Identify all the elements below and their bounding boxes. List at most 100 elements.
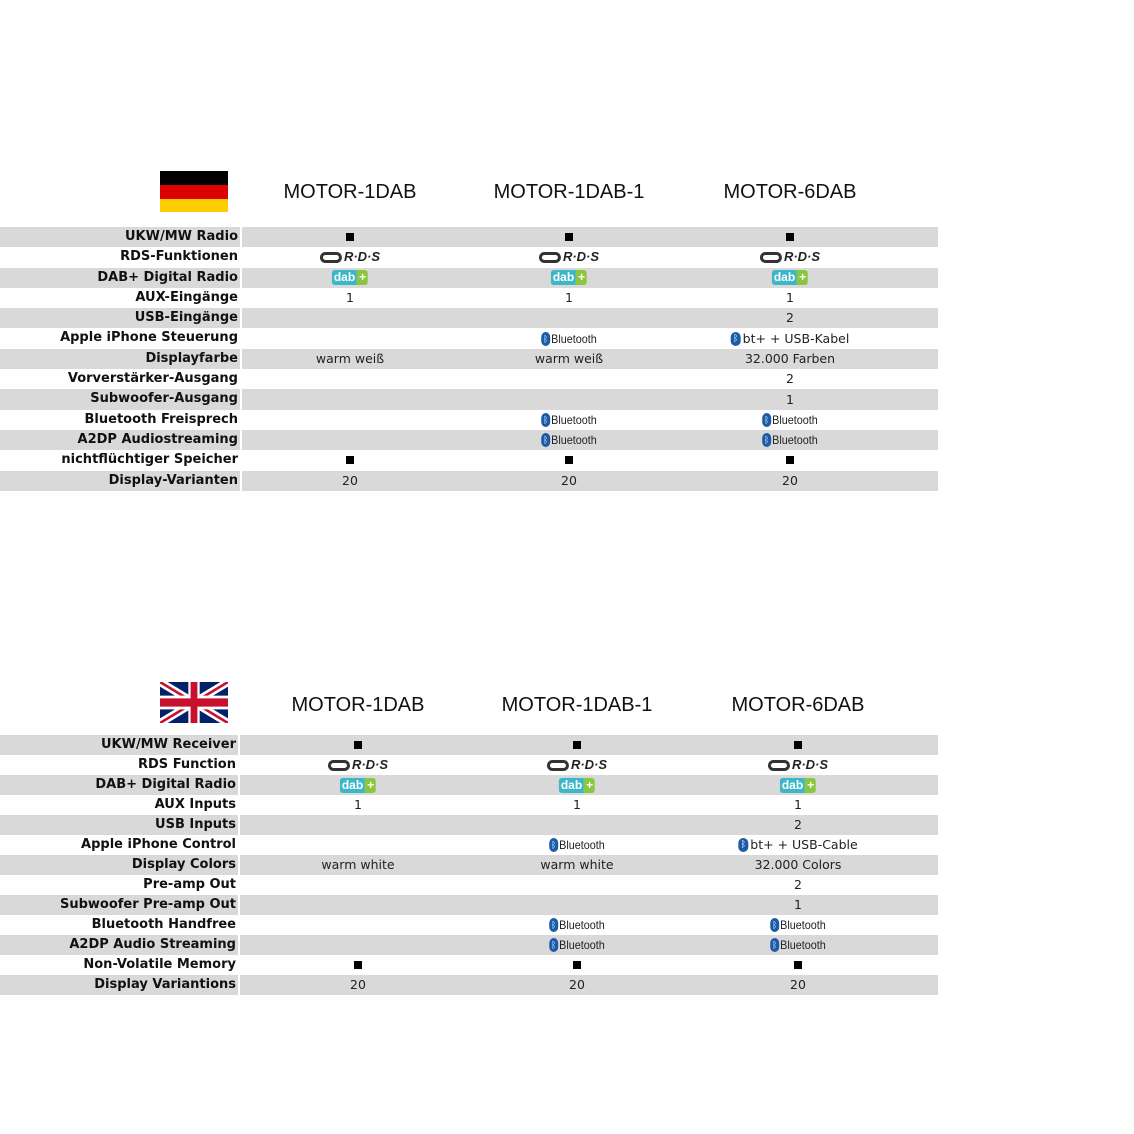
table-row: A2DP Audio Streaming ᛒ Bluetooth ᛒ Bluetooth	[0, 935, 938, 955]
cell-text: warm white	[321, 857, 395, 872]
row-label: Apple iPhone Steuerung	[0, 328, 242, 349]
check-square-icon	[786, 233, 794, 242]
table-row: USB-Eingänge 2	[0, 308, 938, 329]
rds-logo: R·D·S	[319, 247, 380, 267]
row-label: Display-Varianten	[0, 470, 242, 491]
column-header: MOTOR-1DAB	[291, 694, 425, 716]
check-square-icon	[346, 456, 354, 465]
table-cell	[573, 735, 581, 755]
cell-text: 1	[354, 797, 362, 812]
table-cell: warm white	[540, 855, 613, 875]
rds-logo: R·D·S	[327, 755, 388, 775]
bluetooth-icon: ᛒ	[770, 918, 780, 932]
column-header: MOTOR-1DAB	[283, 181, 417, 203]
table-row: UKW/MW Radio	[0, 227, 938, 248]
table-cell: 32.000 Farben	[745, 349, 835, 369]
rds-logo: R·D·S	[767, 755, 828, 775]
bluetooth-text: Bluetooth	[559, 918, 605, 932]
table-cell: ᛒ bt+ + USB-Cable	[738, 835, 858, 855]
bluetooth-text: Bluetooth	[772, 433, 818, 448]
table-cell: ᛒ Bluetooth	[538, 410, 600, 430]
cell-text: 2	[786, 371, 794, 387]
german-table: UKW/MW Radio RDS-Funktionen R·D·S R·D·S R·D·…	[0, 227, 938, 491]
table-cell: R·D·S	[327, 755, 388, 775]
row-label: AUX-Eingänge	[0, 287, 242, 309]
table-row: A2DP Audiostreaming ᛒ Bluetooth ᛒ Bluetooth	[0, 429, 938, 451]
rds-ring-icon	[538, 251, 561, 263]
dab-text: dab	[550, 270, 577, 286]
row-label: DAB+ Digital Radio	[0, 267, 242, 288]
bluetooth-text: Bluetooth	[780, 938, 826, 952]
table-row: Display-Varianten 20 20 20	[0, 470, 938, 491]
table-cell: ᛒ Bluetooth	[546, 935, 608, 955]
row-label: Displayfarbe	[0, 348, 242, 370]
cell-text: 20	[782, 472, 798, 488]
bluetooth-text: Bluetooth	[559, 938, 605, 952]
table-cell: ᛒ Bluetooth	[546, 915, 608, 935]
bluetooth-icon: ᛒ	[549, 918, 559, 932]
dab-plus-logo: dab +	[558, 777, 596, 793]
table-cell	[354, 955, 362, 975]
table-cell: 1	[786, 389, 794, 409]
row-label: Bluetooth Handfree	[0, 915, 240, 935]
dab-plus-sign: +	[797, 270, 809, 286]
table-row: Bluetooth Freisprech ᛒ Bluetooth ᛒ Bluetooth	[0, 409, 938, 430]
table-row: DAB+ Digital Radio dab + dab + dab +	[0, 267, 938, 288]
table-cell	[794, 735, 802, 755]
check-square-icon	[794, 741, 802, 749]
dab-plus-logo: dab +	[779, 777, 817, 793]
cell-text: 1	[573, 797, 581, 812]
row-label: AUX Inputs	[0, 795, 240, 815]
bluetooth-icon: ᛒ	[549, 838, 559, 852]
row-label: RDS Function	[0, 755, 240, 775]
bluetooth-logo: ᛒ Bluetooth	[549, 935, 605, 955]
row-label: USB-Eingänge	[0, 308, 242, 329]
check-square-icon	[786, 456, 794, 465]
english-table: UKW/MW Receiver RDS Function R·D·S R·D·S R·D…	[0, 735, 938, 995]
rds-text: R·D·S	[783, 249, 821, 265]
row-label: Bluetooth Freisprech	[0, 409, 242, 430]
table-cell: 20	[561, 471, 577, 491]
cell-text: 20	[790, 977, 806, 992]
table-row: Display Colors warm white warm white 32.000…	[0, 855, 938, 875]
table-row: Displayfarbe warm weiß warm weiß 32.000 Far…	[0, 348, 938, 370]
bluetooth-text: Bluetooth	[551, 433, 597, 448]
cell-text: 1	[786, 290, 794, 306]
table-cell: ᛒ Bluetooth	[546, 835, 608, 855]
dab-plus-logo: dab +	[339, 777, 377, 793]
dab-plus-sign: +	[357, 270, 369, 286]
check-square-icon	[565, 456, 573, 465]
table-row: UKW/MW Receiver	[0, 735, 938, 755]
table-cell: dab +	[558, 775, 596, 795]
bluetooth-logo: ᛒ Bluetooth	[770, 935, 826, 955]
table-row: Apple iPhone Control ᛒ Bluetooth ᛒ bt+ + USB…	[0, 835, 938, 855]
bluetooth-icon: ᛒ	[730, 331, 741, 346]
row-label: USB Inputs	[0, 815, 240, 835]
cell-text: 1	[786, 391, 794, 407]
row-label: RDS-Funktionen	[0, 247, 242, 268]
table-cell: 1	[794, 895, 802, 915]
table-cell: warm weiß	[316, 349, 384, 369]
table-cell: 1	[346, 288, 354, 308]
bluetooth-logo: ᛒ Bluetooth	[541, 430, 597, 450]
bluetooth-text: Bluetooth	[780, 918, 826, 932]
check-square-icon	[354, 961, 362, 969]
table-row: USB Inputs 2	[0, 815, 938, 835]
table-cell: ᛒ Bluetooth	[538, 430, 600, 450]
bluetooth-logo: ᛒ Bluetooth	[549, 835, 605, 855]
table-cell: dab +	[331, 268, 369, 288]
dab-text: dab	[331, 270, 358, 286]
bluetooth-icon: ᛒ	[762, 412, 772, 427]
bluetooth-logo: ᛒ Bluetooth	[770, 915, 826, 935]
cell-text: 2	[794, 877, 802, 892]
table-cell: ᛒ Bluetooth	[767, 915, 829, 935]
table-cell: dab +	[339, 775, 377, 795]
table-cell: warm white	[321, 855, 394, 875]
table-cell	[565, 450, 573, 470]
dab-plus-logo: dab +	[771, 270, 809, 286]
rds-ring-icon	[546, 759, 569, 771]
bluetooth-logo: ᛒ Bluetooth	[762, 410, 818, 430]
table-row: nichtflüchtiger Speicher	[0, 450, 938, 471]
table-cell: dab +	[779, 775, 817, 795]
cell-text: 20	[561, 472, 577, 488]
